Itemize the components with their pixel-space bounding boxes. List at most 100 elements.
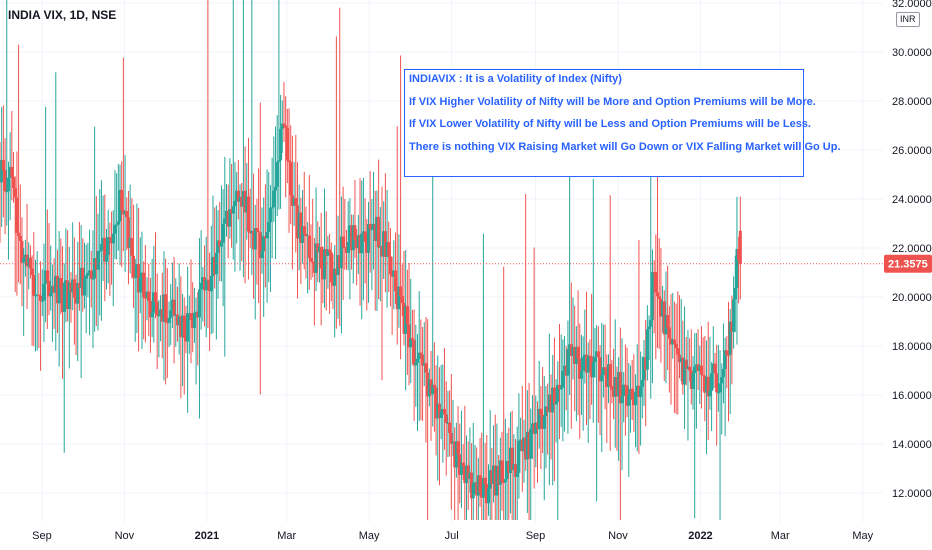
- candle-body: [27, 257, 31, 267]
- candle-body: [157, 315, 161, 317]
- candle-body: [448, 422, 452, 433]
- candle-body: [715, 373, 719, 393]
- candle-body: [304, 233, 308, 236]
- candle-body: [544, 406, 548, 417]
- candle-body: [309, 257, 313, 262]
- currency-badge[interactable]: INR: [896, 12, 920, 27]
- candle-body: [627, 394, 631, 406]
- candle-body: [223, 218, 227, 224]
- candle-body: [392, 270, 396, 277]
- candle-body: [632, 399, 636, 406]
- candle-body: [693, 366, 697, 374]
- candle-body: [208, 279, 212, 292]
- candle-body: [130, 238, 134, 256]
- candle-body: [677, 354, 681, 363]
- candle-body: [383, 231, 387, 257]
- candle-body: [372, 223, 376, 230]
- candle-body: [356, 235, 360, 249]
- candle-body: [252, 230, 256, 250]
- candle-body: [529, 428, 533, 459]
- candle-body: [385, 242, 389, 257]
- candle-body: [299, 212, 303, 243]
- candle-body: [72, 279, 76, 298]
- candle-body: [434, 387, 438, 419]
- candle-body: [378, 246, 382, 248]
- candle-body: [542, 416, 546, 429]
- candle-body: [365, 241, 369, 253]
- candle-body: [231, 206, 235, 214]
- candle-body: [211, 256, 215, 276]
- candle-body: [15, 197, 19, 233]
- candle-body: [536, 422, 540, 430]
- y-axis-tick-label: 24.0000: [892, 194, 932, 206]
- candle-body: [312, 262, 316, 273]
- candle-body: [263, 236, 267, 239]
- candle-body: [561, 370, 565, 388]
- candle-body: [334, 268, 338, 275]
- candle-body: [148, 301, 152, 318]
- candle-body: [99, 243, 103, 251]
- candle-body: [404, 306, 408, 334]
- candle-body: [321, 268, 325, 280]
- candle-body: [182, 315, 186, 338]
- candle-body: [559, 387, 563, 390]
- candle-body: [219, 242, 223, 247]
- annotation-box[interactable]: INDIAVIX : It is a Volatility of Index (…: [404, 69, 841, 177]
- candle-body: [382, 231, 386, 257]
- candle-body: [175, 314, 179, 326]
- candle-body: [17, 232, 21, 236]
- candle-body: [527, 431, 531, 459]
- candle-body: [689, 370, 693, 389]
- candle-body: [152, 292, 156, 313]
- candle-body: [419, 352, 423, 355]
- candle-body: [126, 217, 130, 248]
- candle-body: [596, 351, 600, 358]
- candle-body: [317, 247, 321, 253]
- candle-body: [1, 159, 5, 171]
- candle-body: [76, 282, 80, 304]
- candle-body: [324, 249, 328, 256]
- candle-body: [138, 277, 142, 293]
- candle-body: [546, 406, 550, 412]
- candle-body: [699, 365, 703, 375]
- candle-body: [301, 226, 305, 243]
- candle-body: [290, 195, 294, 206]
- x-axis-tick-label: Mar: [771, 530, 790, 542]
- candle-body: [260, 251, 264, 259]
- candle-body: [275, 162, 279, 187]
- candle-body: [329, 252, 333, 283]
- candle-body: [186, 313, 190, 342]
- candle-body: [576, 346, 580, 359]
- candle-body: [730, 321, 734, 332]
- symbol-title[interactable]: INDIA VIX, 1D, NSE: [8, 8, 117, 22]
- candle-body: [490, 470, 494, 484]
- candle-body: [346, 241, 350, 253]
- candle-body: [285, 127, 289, 161]
- candle-body: [282, 123, 286, 126]
- candle-body: [280, 123, 284, 129]
- candle-body: [492, 465, 496, 484]
- candle-body: [390, 274, 394, 277]
- candle-body: [6, 177, 10, 192]
- candle-body: [333, 268, 337, 286]
- candle-body: [588, 355, 592, 357]
- candle-body: [454, 441, 458, 468]
- candle-body: [106, 237, 110, 255]
- candle-body: [718, 383, 722, 393]
- candle-body: [377, 216, 381, 248]
- candle-body: [44, 270, 48, 284]
- candle-body: [481, 477, 485, 498]
- candle-body: [644, 357, 648, 370]
- candle-body: [380, 246, 384, 257]
- candle-body: [556, 384, 560, 402]
- candle-body: [735, 249, 739, 288]
- candle-body: [125, 211, 129, 218]
- candle-body: [394, 270, 398, 292]
- candle-body: [132, 255, 136, 278]
- candle-body: [657, 296, 661, 299]
- candle-body: [307, 235, 311, 258]
- candle-body: [476, 475, 480, 496]
- candle-body: [284, 125, 288, 128]
